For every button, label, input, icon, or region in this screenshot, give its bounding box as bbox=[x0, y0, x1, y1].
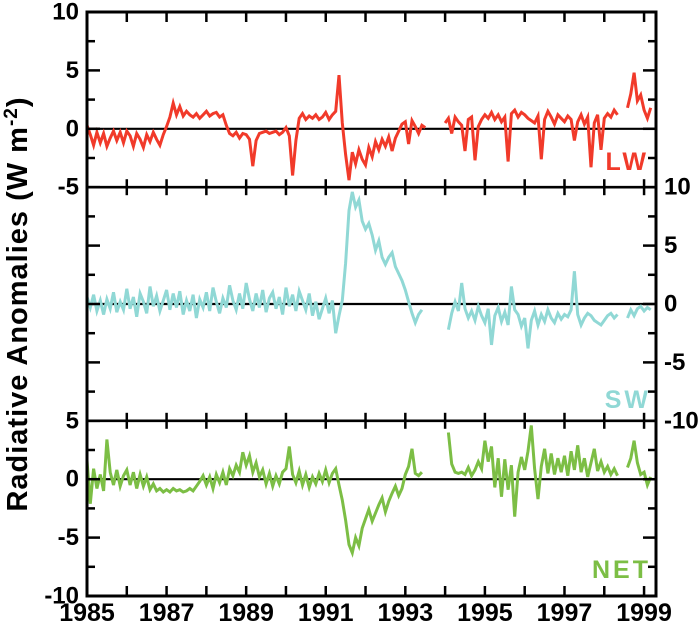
x-tick-label: 1987 bbox=[139, 599, 195, 627]
sw-y-tick-label: -10 bbox=[664, 407, 699, 434]
x-tick-label: 1993 bbox=[378, 599, 434, 627]
sw-y-tick-label: -5 bbox=[664, 349, 685, 376]
lw-y-tick-label: 10 bbox=[52, 0, 79, 26]
x-tick-label: 1991 bbox=[298, 599, 354, 627]
sw-y-tick-label: 10 bbox=[664, 174, 691, 201]
sw-series-label: SW bbox=[605, 386, 651, 414]
net-series-line bbox=[446, 425, 619, 517]
sw-y-tick-label: 5 bbox=[664, 232, 677, 259]
net-y-tick-label: -5 bbox=[58, 524, 79, 551]
sw-series-line bbox=[446, 271, 619, 349]
sw-series-line bbox=[626, 304, 652, 319]
net-series-line bbox=[626, 440, 653, 490]
net-y-tick-label: 5 bbox=[66, 407, 79, 434]
lw-y-tick-label: -5 bbox=[58, 174, 79, 201]
lw-y-tick-label: 5 bbox=[66, 57, 79, 84]
lw-series-line bbox=[443, 107, 619, 168]
axes-layer bbox=[85, 10, 658, 598]
x-tick-label: 1999 bbox=[616, 599, 672, 627]
net-series-line bbox=[85, 439, 423, 558]
lw-y-tick-label: 0 bbox=[66, 115, 79, 142]
lw-series-label: LW bbox=[606, 148, 650, 176]
net-series-label: NET bbox=[592, 556, 651, 584]
x-tick-label: 1997 bbox=[537, 599, 593, 627]
net-y-tick-label: -10 bbox=[44, 583, 79, 610]
plot-frame bbox=[85, 10, 658, 598]
series-layer bbox=[85, 72, 656, 558]
lw-series-line bbox=[85, 74, 427, 181]
y-axis-title: Radiative Anomalies (W m-2) bbox=[1, 96, 34, 511]
x-tick-label: 1989 bbox=[218, 599, 274, 627]
sw-y-tick-label: 0 bbox=[664, 291, 677, 318]
lw-series-line bbox=[626, 72, 653, 123]
x-tick-label: 1985 bbox=[59, 599, 115, 627]
sw-series-line bbox=[85, 191, 424, 334]
x-tick-label: 1995 bbox=[457, 599, 513, 627]
net-y-tick-label: 0 bbox=[66, 466, 79, 493]
